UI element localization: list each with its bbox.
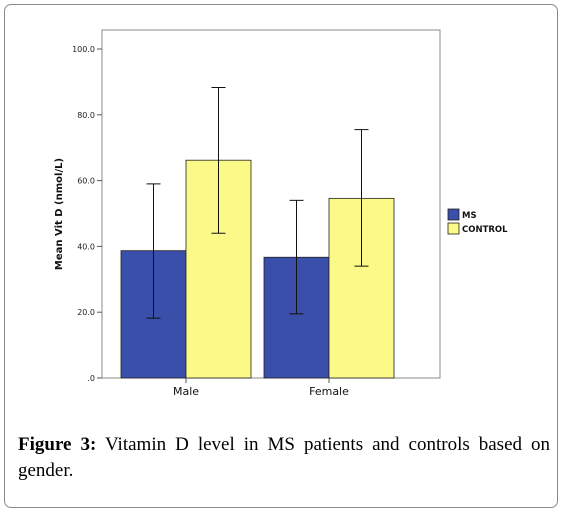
error-bars bbox=[146, 86, 369, 319]
x-tick-label-female: Female bbox=[309, 385, 349, 398]
x-tick-label-male: Male bbox=[173, 385, 199, 398]
figure-caption: Figure 3: Vitamin D level in MS patients… bbox=[18, 432, 550, 484]
y-tick-label: 40.0 bbox=[77, 242, 95, 251]
y-tick-label: 100.0 bbox=[72, 45, 95, 54]
legend-swatch-control bbox=[447, 222, 460, 235]
y-axis-label: Mean Vit D (nmol/L) bbox=[54, 158, 65, 270]
y-tick-label: 80.0 bbox=[77, 111, 95, 120]
y-tick-label: 20.0 bbox=[77, 308, 95, 317]
bar-chart: .0 20.0 40.0 60.0 80.0 100.0 Male Female Mean … bbox=[54, 29, 508, 398]
legend-swatch-ms bbox=[447, 208, 460, 221]
y-tick-label: .0 bbox=[87, 374, 95, 383]
y-axis: .0 20.0 40.0 60.0 80.0 100.0 bbox=[72, 45, 102, 383]
legend-label-control: CONTROL bbox=[462, 225, 508, 235]
x-axis: Male Female bbox=[173, 378, 349, 398]
legend-label-ms: MS bbox=[462, 211, 477, 221]
y-tick-label: 60.0 bbox=[77, 177, 95, 186]
legend: MS CONTROL bbox=[447, 208, 508, 235]
caption-label: Figure 3: bbox=[18, 434, 97, 455]
caption-text: Vitamin D level in MS patients and contr… bbox=[18, 434, 550, 481]
